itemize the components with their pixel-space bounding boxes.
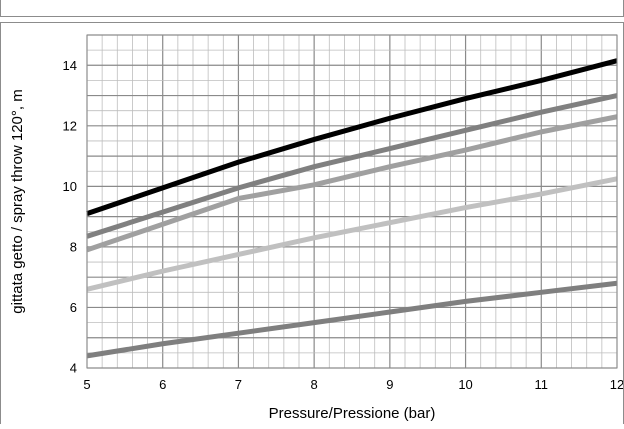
y-tick-label: 14 bbox=[63, 58, 77, 73]
top-panel-strip bbox=[0, 0, 624, 17]
x-tick-label: 9 bbox=[386, 377, 393, 392]
x-tick-label: 10 bbox=[458, 377, 472, 392]
series-layer bbox=[86, 58, 618, 359]
x-tick-label: 8 bbox=[311, 377, 318, 392]
x-tick-label: 5 bbox=[83, 377, 90, 392]
series-line-3 bbox=[86, 114, 618, 253]
tick-labels: 5 6 7 8 9 10 11 12 4 6 8 10 12 14 bbox=[63, 58, 624, 392]
chart-panel: 5 6 7 8 9 10 11 12 4 6 8 10 12 14 Pressure/Pressione … bbox=[0, 22, 624, 424]
x-tick-label: 7 bbox=[235, 377, 242, 392]
series-line-5 bbox=[86, 280, 618, 359]
series-line-1 bbox=[86, 58, 618, 216]
x-tick-label: 12 bbox=[610, 377, 623, 392]
y-tick-label: 6 bbox=[70, 300, 77, 315]
series-line-2 bbox=[86, 93, 618, 239]
series-line-4 bbox=[86, 176, 618, 292]
y-tick-label: 8 bbox=[70, 239, 77, 254]
y-tick-label: 10 bbox=[63, 179, 77, 194]
y-tick-label: 4 bbox=[70, 361, 77, 376]
y-axis-label: gittata getto / spray throw 120°, m bbox=[9, 89, 26, 313]
x-tick-label: 6 bbox=[159, 377, 166, 392]
plot-area-border bbox=[86, 34, 618, 369]
x-axis-label: Pressure/Pressione (bar) bbox=[269, 405, 436, 422]
x-tick-label: 11 bbox=[535, 377, 549, 392]
chart-svg: 5 6 7 8 9 10 11 12 4 6 8 10 12 14 Pressure/Pressione … bbox=[9, 34, 624, 422]
y-tick-label: 12 bbox=[63, 118, 77, 133]
